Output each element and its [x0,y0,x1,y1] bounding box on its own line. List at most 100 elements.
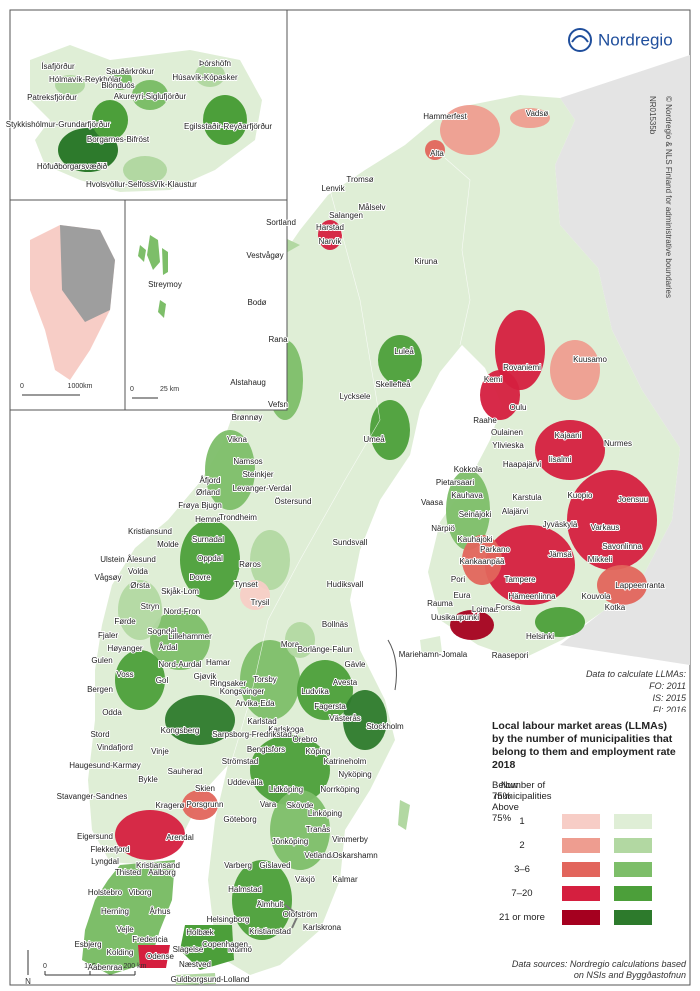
place-label: Vejle [116,925,134,934]
place-label: Kemi [484,375,502,384]
legend-swatch [614,838,652,853]
place-label: Karlstad [247,717,276,726]
note-line: FI: 2016 [652,705,686,715]
place-label: Kokkola [454,465,483,474]
place-label: Örebro [293,735,318,744]
russia [555,55,690,665]
place-label: Streymoy [148,280,182,289]
place-label: Fagersta [314,702,346,711]
gotland [398,800,410,830]
greenland-east [60,225,115,322]
region [450,610,494,640]
note-line: FO: 2011 [649,681,686,691]
region [370,400,410,460]
place-label: Raahe [473,416,497,425]
place-label: Rauma [427,599,453,608]
place-label: Skjåk-Lom [161,587,199,596]
place-label: Lenvik [321,184,345,193]
place-label: Gulen [91,656,112,665]
legend-swatch [614,910,652,925]
place-label: Vadsø [526,109,549,118]
place-label: Nord-Aurdal [158,660,201,669]
place-label: Östersund [275,497,312,506]
place-label: Lyngdal [91,857,119,866]
border [444,157,471,346]
place-label: Ørland [196,488,220,497]
funen [138,945,170,968]
place-label: Gol [156,676,169,685]
place-label: Varkaus [591,523,620,532]
place-label: Namsos [233,457,262,466]
legend-grid: Number of municipalities Below 75% Above … [492,780,680,940]
north-label: N [25,977,31,986]
place-label: Skellefteå [375,380,411,389]
place-label: Ludvika [301,687,329,696]
place-label: Alta [430,149,444,158]
place-label: Norrköping [320,785,359,794]
place-label: Stord [90,730,109,739]
place-label: Kauhajoki [457,535,492,544]
place-label: Köping [306,747,331,756]
place-label: Arendal [166,833,194,842]
place-label: Stavanger-Sandnes [57,792,128,801]
place-label: Alstahaug [230,378,266,387]
place-label: Uusikaupunki [431,613,479,622]
place-label: Nyköping [338,770,371,779]
place-label: Växjö [295,875,316,884]
region [195,63,225,87]
zealand [180,925,234,970]
place-label: Varberg [224,861,252,870]
place-label: Åfjord [200,476,221,485]
place-label: Årdal [159,643,178,652]
place-label: Viborg [129,888,152,897]
scale-label: 1000km [68,383,93,390]
legend-title: Local labour market areas (LLMAs) by the… [492,720,676,771]
region [250,735,330,805]
place-label: Pori [451,575,465,584]
place-label: Älmhult [257,900,284,909]
place-label: Brønnøy [232,413,263,422]
place-label: Kankaanpää [460,557,505,566]
legend-swatch [614,886,652,901]
legend-column-header: Below 75% [492,780,518,802]
place-label: Odense [146,952,175,961]
place-label: Torsby [253,675,277,684]
logo-icon [571,35,589,43]
place-label: Hvolsvöllur-Selfoss [86,180,154,189]
island [147,235,160,270]
island [158,300,166,318]
region [597,565,647,605]
place-label: Hudiksvall [327,580,364,589]
legend-row-header: Number of municipalities [494,780,552,802]
place-label: Guldborgsund-Lolland [171,975,250,984]
place-label: Mariehamn-Jomala [399,650,468,659]
scale-label: 0 [20,383,24,390]
region [567,470,657,570]
place-label: Gislaved [259,861,290,870]
island [284,904,300,929]
place-label: Lillehammer [168,632,212,641]
place-label: Oulu [510,403,527,412]
legend-swatch [562,886,600,901]
place-label: Holbæk [186,928,215,937]
place-label: Ylivieska [492,441,524,450]
place-label: Bykle [138,775,158,784]
notes-title: Data to calculate LLMAs: [585,669,686,679]
place-label: Katrineholm [324,757,367,766]
place-label: Århus [150,907,171,916]
place-label: Aabenraa [88,963,123,972]
place-label: Vetlanda [304,851,336,860]
region [550,340,600,400]
region [343,690,387,750]
place-label: Vík-Klaustur [153,180,197,189]
place-label: Eigersund [77,832,113,841]
place-label: Hólmavík-Reykhólar [49,75,121,84]
place-label: Vågsøy [94,573,121,582]
scale-label: 25 km [160,386,179,393]
place-label: Kajaani [555,431,582,440]
place-label: Ulstein Ålesund [100,555,156,564]
region [92,100,128,140]
place-label: Herning [101,907,129,916]
